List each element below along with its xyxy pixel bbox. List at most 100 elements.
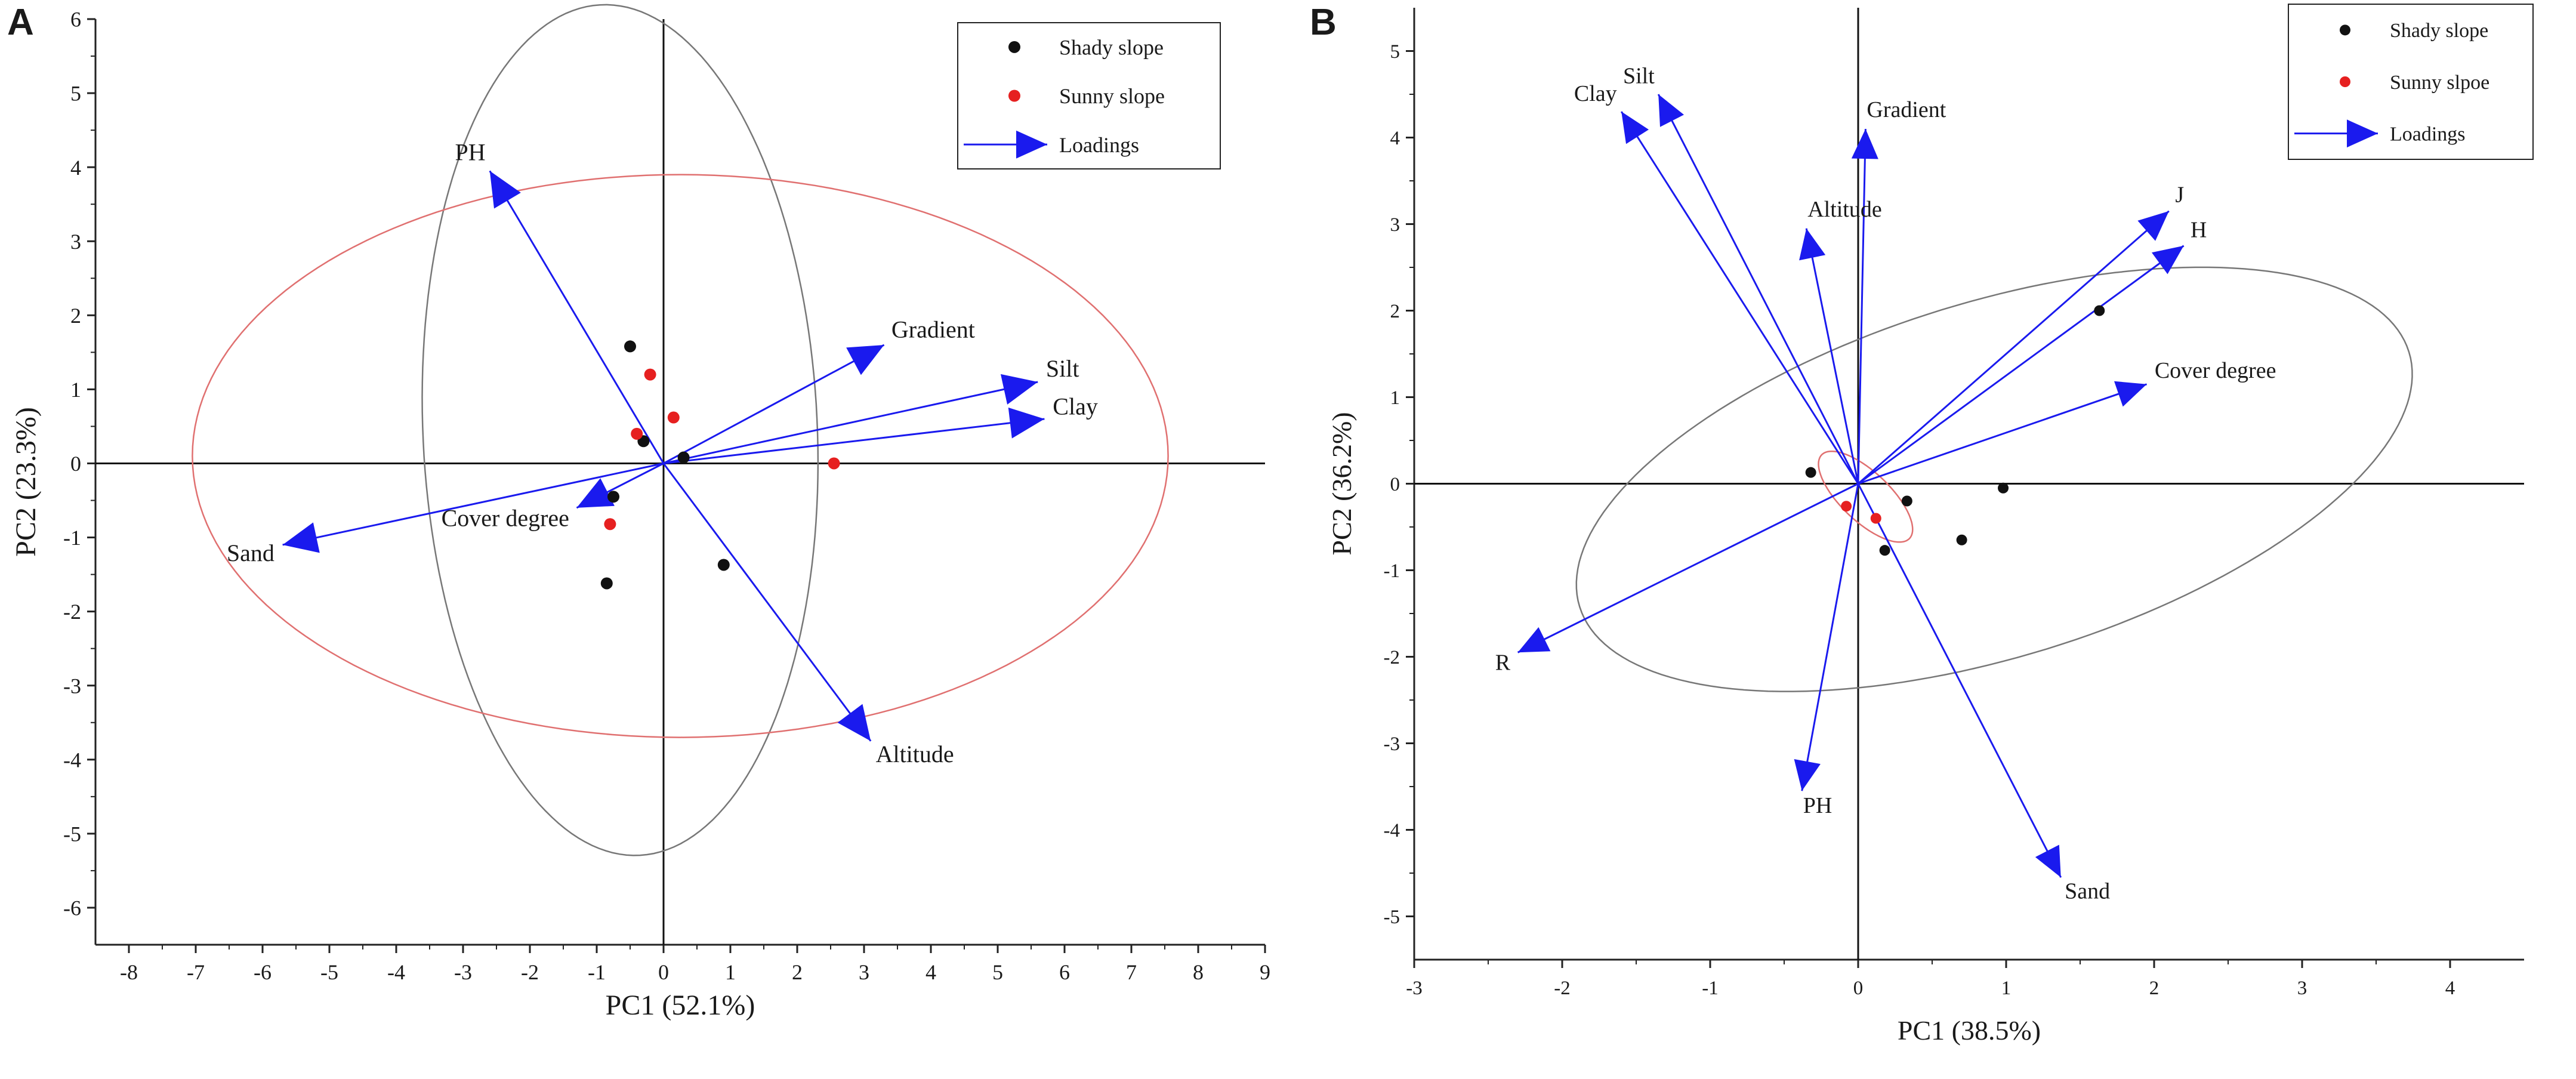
legend-shady-marker: [1008, 41, 1020, 53]
loading-label-silt: Silt: [1623, 64, 1655, 89]
x-tick-label: 9: [1260, 960, 1270, 984]
sunny-point: [604, 518, 616, 531]
loading-label-sand: Sand: [227, 540, 274, 566]
loading-arrowhead-r: [1517, 627, 1551, 653]
sunny-point: [667, 411, 680, 424]
y-tick-label: -5: [63, 822, 81, 846]
x-tick-label: -2: [1554, 978, 1571, 999]
sunny-point: [1870, 513, 1881, 524]
panel-b-chart: -3 -2 -1 0 1 2 3 4 -5 -4 -3 -2 -1 0 1 2 3 4 5 PC1 (38.5%) PC…: [1326, 4, 2534, 1046]
legend-shady-marker: [2340, 24, 2350, 36]
y-tick-label: 3: [70, 230, 81, 254]
loading-arrow-clay: [663, 418, 1045, 464]
x-tick-label: -3: [1406, 978, 1423, 999]
loading-arrowhead-j: [2137, 211, 2169, 241]
shady-point: [1879, 545, 1890, 556]
loading-label-gradient: Gradient: [891, 316, 975, 343]
x-tick-label: -2: [521, 960, 539, 984]
panel-a-letter: A: [7, 2, 34, 43]
ellipse-shady-slope: [421, 4, 819, 856]
loading-arrow-h: [1858, 245, 2185, 485]
y-tick-label: 6: [70, 8, 81, 32]
loading-arrow-j: [1858, 210, 2170, 485]
legend-sunny-label: Sunny slope: [1059, 84, 1165, 108]
y-tick-label: 0: [70, 452, 81, 476]
legend-loadings-label: Loadings: [2390, 124, 2466, 146]
loading-arrowhead-cover-degree: [576, 478, 615, 508]
panel-b-letter: B: [1310, 2, 1337, 43]
loading-label-sand: Sand: [2065, 878, 2110, 904]
loading-arrow-sand: [282, 463, 664, 546]
x-tick-label: 8: [1193, 960, 1204, 984]
loading-arrow-silt: [1657, 94, 1859, 485]
x-tick-label: -1: [588, 960, 606, 984]
y-tick-label: 2: [1390, 301, 1400, 322]
loading-arrowhead-altitude: [1799, 228, 1826, 261]
x-tick-label: 4: [2445, 978, 2455, 999]
y-tick-label: -4: [1384, 820, 1400, 841]
loading-label-clay: Clay: [1574, 81, 1617, 106]
x-tick-label: 2: [792, 960, 803, 984]
y-tick-label: 5: [70, 82, 81, 106]
y-tick-label: 0: [1390, 474, 1400, 495]
loading-arrow-altitude: [1805, 228, 1859, 484]
loading-arrow-altitude: [662, 463, 872, 742]
panel-a-chart: -8 -7 -6 -5 -4 -3 -2 -1 0 1 2 3 4 5 6 7 8 9 -6 -5 -4 -3 -2 -1 0 1…: [10, 4, 1270, 1021]
ellipse-sunny-slope: [192, 174, 1169, 738]
loading-arrow-cover-degree: [1858, 383, 2148, 485]
y-tick-label: 2: [70, 304, 81, 328]
x-axis-title: PC1 (52.1%): [606, 989, 755, 1021]
x-tick-label: 5: [992, 960, 1003, 984]
legend-loadings-arrowhead: [1016, 130, 1047, 159]
x-tick-label: -4: [387, 960, 405, 984]
x-tick-label: -3: [454, 960, 472, 984]
y-tick-label: 5: [1390, 41, 1400, 63]
shady-point: [1956, 534, 1967, 545]
shady-point: [1805, 467, 1816, 478]
loading-label-cover-degree: Cover degree: [2155, 358, 2276, 383]
loading-arrow-gradient: [663, 344, 885, 464]
loading-arrowhead-clay: [1621, 112, 1649, 144]
y-tick-label: 1: [1390, 387, 1400, 409]
loading-arrow-clay: [1620, 111, 1859, 485]
x-axis-title: PC1 (38.5%): [1898, 1015, 2041, 1046]
x-tick-label: 7: [1126, 960, 1137, 984]
legend-sunny-label: Sunny slpoe: [2390, 72, 2489, 94]
x-tick-label: 3: [2297, 978, 2307, 999]
y-tick-label: -1: [1384, 560, 1400, 582]
x-tick-label: 1: [2001, 978, 2012, 999]
x-tick-label: -1: [1702, 978, 1719, 999]
x-tick-label: 0: [658, 960, 669, 984]
shady-point: [600, 577, 613, 590]
loading-label-h: H: [2191, 217, 2207, 242]
y-tick-label: 1: [70, 378, 81, 402]
y-tick-label: -5: [1384, 907, 1400, 928]
y-tick-label: -4: [63, 748, 81, 772]
loading-label-j: J: [2175, 183, 2184, 208]
y-tick-label: 4: [70, 156, 81, 180]
sunny-point: [1841, 501, 1852, 512]
sunny-point: [631, 427, 643, 440]
loading-arrowhead-altitude: [837, 704, 871, 741]
shady-point: [1901, 495, 1912, 507]
ellipse-shady-slope: [1575, 266, 2413, 692]
loading-label-ph: PH: [455, 138, 486, 165]
loading-label-gradient: Gradient: [1867, 97, 1946, 122]
x-tick-label: 6: [1059, 960, 1070, 984]
loading-arrowhead-cover-degree: [2114, 381, 2147, 407]
x-tick-label: 2: [2149, 978, 2159, 999]
x-tick-label: 3: [859, 960, 869, 984]
loading-label-clay: Clay: [1053, 393, 1098, 420]
loading-arrowhead-silt: [1000, 374, 1038, 405]
shady-point: [607, 491, 619, 503]
sunny-point: [828, 457, 840, 470]
loading-label-ph: PH: [1803, 793, 1832, 818]
legend-shady-label: Shady slope: [1059, 35, 1164, 59]
loading-arrow-ph: [1801, 483, 1859, 791]
y-axis-title: PC2 (23.3%): [10, 407, 42, 557]
shady-point: [717, 559, 730, 571]
loading-arrowhead-silt: [1658, 94, 1685, 127]
loading-arrow-gradient: [1857, 128, 1867, 484]
